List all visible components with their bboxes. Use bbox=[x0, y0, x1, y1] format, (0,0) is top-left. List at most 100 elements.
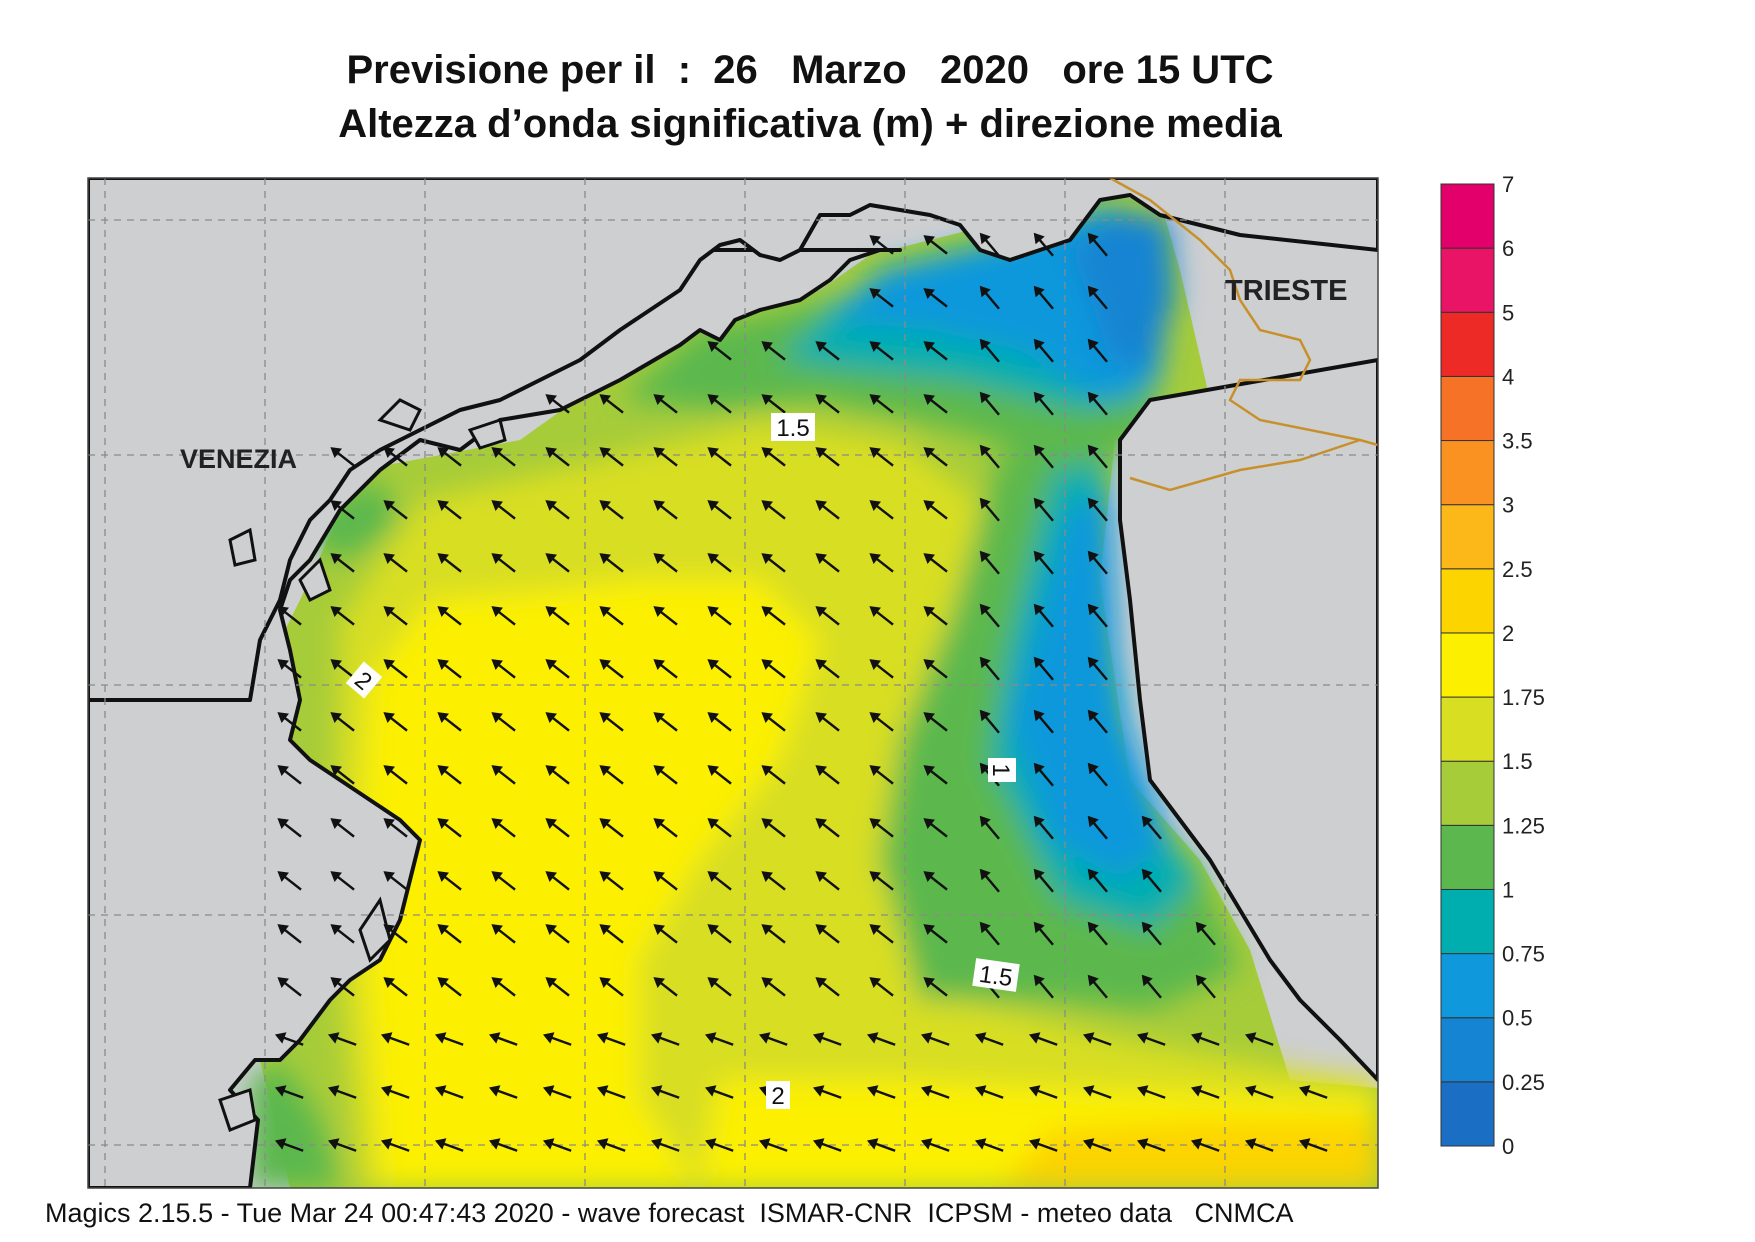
direction-arrow bbox=[599, 712, 624, 732]
direction-arrow bbox=[1244, 1032, 1274, 1046]
direction-arrow bbox=[707, 606, 732, 626]
direction-arrow bbox=[815, 924, 840, 944]
direction-arrow bbox=[1033, 815, 1054, 840]
direction-arrow bbox=[707, 924, 732, 944]
legend-swatch bbox=[1440, 696, 1495, 762]
direction-arrow bbox=[1033, 921, 1054, 946]
direction-arrow bbox=[869, 553, 894, 573]
direction-arrow bbox=[277, 606, 302, 626]
direction-arrow bbox=[434, 1032, 464, 1046]
direction-arrow bbox=[330, 500, 355, 520]
direction-arrow bbox=[383, 818, 408, 838]
direction-arrow bbox=[923, 447, 948, 467]
wave-direction-arrows bbox=[274, 232, 1328, 1152]
direction-arrow bbox=[761, 765, 786, 785]
direction-arrow bbox=[979, 868, 1000, 893]
direction-arrow bbox=[545, 394, 570, 414]
direction-arrow bbox=[491, 712, 516, 732]
direction-arrow bbox=[869, 288, 894, 308]
direction-arrow bbox=[1033, 709, 1054, 734]
direction-arrow bbox=[1033, 338, 1054, 363]
map-frame bbox=[87, 177, 1379, 1189]
legend-swatch bbox=[1440, 1081, 1495, 1147]
legend-swatch bbox=[1440, 183, 1495, 249]
legend-swatch bbox=[1440, 632, 1495, 698]
direction-arrow bbox=[653, 500, 678, 520]
direction-arrow bbox=[545, 765, 570, 785]
direction-arrow bbox=[923, 606, 948, 626]
direction-arrow bbox=[974, 1085, 1004, 1099]
direction-arrow bbox=[761, 659, 786, 679]
direction-arrow bbox=[545, 977, 570, 997]
direction-arrow bbox=[599, 606, 624, 626]
direction-arrow bbox=[599, 924, 624, 944]
direction-arrow bbox=[653, 712, 678, 732]
legend-tick-label: 0.5 bbox=[1502, 1006, 1533, 1031]
legend-tick-label: 4 bbox=[1502, 364, 1514, 389]
direction-arrow bbox=[491, 553, 516, 573]
direction-arrow bbox=[979, 338, 1000, 363]
legend-tick-label: 2.5 bbox=[1502, 557, 1533, 582]
legend-tick-label: 0.75 bbox=[1502, 942, 1545, 967]
direction-arrow bbox=[1033, 550, 1054, 575]
direction-arrow bbox=[761, 500, 786, 520]
direction-arrow bbox=[920, 1138, 950, 1152]
direction-arrow bbox=[704, 1085, 734, 1099]
direction-arrow bbox=[653, 871, 678, 891]
direction-arrow bbox=[488, 1032, 518, 1046]
direction-arrow bbox=[979, 232, 1000, 257]
direction-arrow bbox=[920, 1032, 950, 1046]
direction-arrow bbox=[815, 394, 840, 414]
direction-arrow bbox=[979, 815, 1000, 840]
direction-arrow bbox=[491, 447, 516, 467]
direction-arrow bbox=[383, 765, 408, 785]
direction-arrow bbox=[383, 977, 408, 997]
direction-arrow bbox=[277, 977, 302, 997]
direction-arrow bbox=[599, 500, 624, 520]
direction-arrow bbox=[979, 391, 1000, 416]
direction-arrow bbox=[599, 871, 624, 891]
direction-arrow bbox=[974, 1032, 1004, 1046]
zone-2-2.5-west bbox=[360, 580, 820, 1188]
direction-arrow bbox=[815, 447, 840, 467]
direction-arrow bbox=[545, 924, 570, 944]
direction-arrow bbox=[1033, 974, 1054, 999]
legend-swatch bbox=[1440, 311, 1495, 377]
direction-arrow bbox=[815, 659, 840, 679]
direction-arrow bbox=[869, 500, 894, 520]
direction-arrow bbox=[761, 924, 786, 944]
legend-swatch bbox=[1440, 375, 1495, 442]
direction-arrow bbox=[491, 606, 516, 626]
direction-arrow bbox=[330, 553, 355, 573]
direction-arrow bbox=[1087, 921, 1108, 946]
direction-arrow bbox=[761, 394, 786, 414]
land-north bbox=[88, 178, 1378, 702]
direction-arrow bbox=[869, 235, 894, 255]
contour-labels: 1.5 2 1 1.5 2 bbox=[345, 413, 1020, 1110]
direction-arrow bbox=[650, 1138, 680, 1152]
direction-arrow bbox=[869, 924, 894, 944]
direction-arrow bbox=[1195, 974, 1216, 999]
direction-arrow bbox=[545, 606, 570, 626]
direction-arrow bbox=[330, 924, 355, 944]
legend-tick-label: 1.25 bbox=[1502, 813, 1545, 838]
direction-arrow bbox=[545, 447, 570, 467]
direction-arrow bbox=[923, 288, 948, 308]
direction-arrow bbox=[1028, 1032, 1058, 1046]
direction-arrow bbox=[923, 818, 948, 838]
direction-arrow bbox=[596, 1032, 626, 1046]
direction-arrow bbox=[1190, 1032, 1220, 1046]
direction-arrow bbox=[1087, 974, 1108, 999]
direction-arrow bbox=[437, 659, 462, 679]
legend-swatch bbox=[1440, 440, 1495, 506]
direction-arrow bbox=[437, 712, 462, 732]
legend-tick-label: 7 bbox=[1502, 172, 1514, 197]
direction-arrow bbox=[330, 977, 355, 997]
footer-credit: Magics 2.15.5 - Tue Mar 24 00:47:43 2020… bbox=[45, 1198, 1294, 1228]
legend-swatch bbox=[1440, 760, 1495, 826]
direction-arrow bbox=[1033, 497, 1054, 522]
zone-1.25-1.5-venezia bbox=[300, 480, 400, 560]
direction-arrow bbox=[920, 1085, 950, 1099]
direction-arrow bbox=[707, 500, 732, 520]
direction-arrow bbox=[1298, 1085, 1328, 1099]
